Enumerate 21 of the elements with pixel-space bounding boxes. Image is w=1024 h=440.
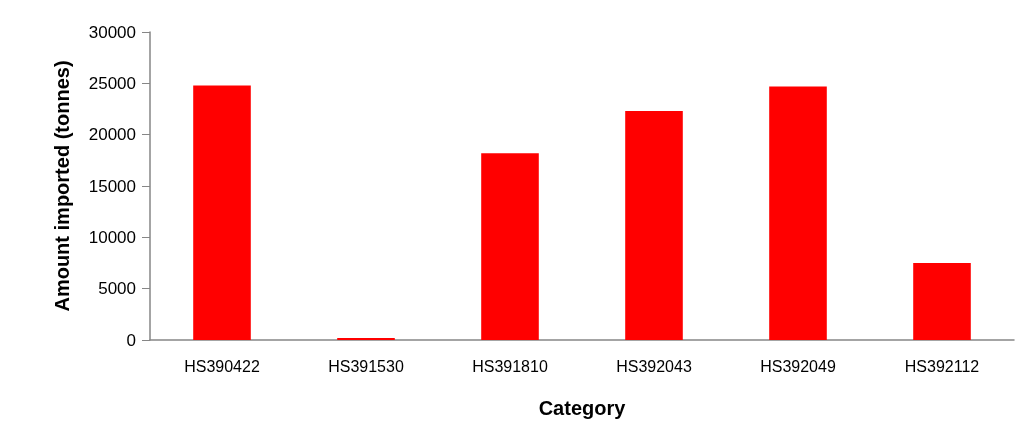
bar xyxy=(625,111,683,340)
bar xyxy=(913,263,971,340)
x-tick-label: HS391810 xyxy=(472,357,548,375)
x-tick-label: HS392043 xyxy=(616,357,692,375)
y-tick-label: 20000 xyxy=(88,125,136,145)
bar xyxy=(193,85,251,340)
y-tick-label: 10000 xyxy=(88,227,136,247)
x-axis-title: Category xyxy=(538,397,627,419)
bar xyxy=(769,86,827,340)
y-tick-label: 25000 xyxy=(88,73,136,93)
bar xyxy=(337,337,395,340)
y-axis-title: Amount imported (tonnes) xyxy=(51,60,73,312)
x-tick-label: HS392049 xyxy=(760,357,836,375)
x-tick-label: HS391530 xyxy=(328,357,404,375)
y-tick-label: 15000 xyxy=(88,176,136,196)
y-tick-label: 5000 xyxy=(98,279,136,299)
bar xyxy=(481,153,539,340)
x-tick-label: HS392112 xyxy=(904,357,980,375)
y-tick-label: 30000 xyxy=(88,22,136,42)
y-tick-label: 0 xyxy=(126,330,136,350)
x-tick-label: HS390422 xyxy=(184,357,260,375)
